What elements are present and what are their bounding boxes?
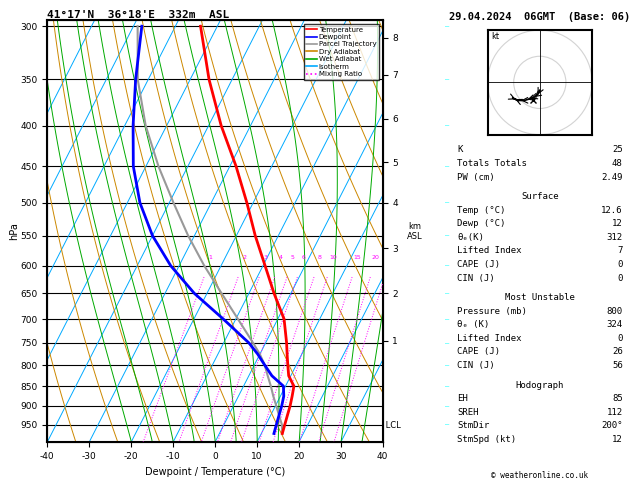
Text: 48: 48 — [612, 159, 623, 168]
Text: 29.04.2024  06GMT  (Base: 06): 29.04.2024 06GMT (Base: 06) — [449, 12, 629, 22]
Text: EH: EH — [457, 394, 468, 403]
Text: 5: 5 — [291, 255, 295, 260]
Y-axis label: km
ASL: km ASL — [407, 222, 423, 241]
Text: 800: 800 — [606, 307, 623, 316]
Text: 10: 10 — [329, 255, 337, 260]
Text: —: — — [445, 291, 450, 296]
Y-axis label: hPa: hPa — [9, 223, 19, 240]
Text: 312: 312 — [606, 233, 623, 242]
Text: 12.6: 12.6 — [601, 206, 623, 215]
Text: —: — — [445, 76, 450, 83]
Text: —: — — [445, 362, 450, 368]
Text: CAPE (J): CAPE (J) — [457, 347, 500, 357]
Text: 0: 0 — [617, 274, 623, 283]
Text: —: — — [445, 340, 450, 346]
Text: —: — — [445, 403, 450, 409]
Text: 6: 6 — [301, 255, 305, 260]
Text: Hodograph: Hodograph — [516, 381, 564, 390]
Text: Most Unstable: Most Unstable — [505, 293, 575, 302]
Text: 20: 20 — [372, 255, 380, 260]
Text: —: — — [445, 23, 450, 29]
Text: —: — — [445, 200, 450, 206]
Text: CAPE (J): CAPE (J) — [457, 260, 500, 269]
Text: StmSpd (kt): StmSpd (kt) — [457, 435, 516, 444]
Text: Dewp (°C): Dewp (°C) — [457, 219, 505, 228]
Text: —: — — [445, 122, 450, 129]
Text: CIN (J): CIN (J) — [457, 361, 494, 370]
Text: θₑ (K): θₑ (K) — [457, 320, 489, 330]
Text: 2.49: 2.49 — [601, 173, 623, 182]
Text: CIN (J): CIN (J) — [457, 274, 494, 283]
Text: 41°17'N  36°18'E  332m  ASL: 41°17'N 36°18'E 332m ASL — [47, 10, 230, 19]
Text: Temp (°C): Temp (°C) — [457, 206, 505, 215]
Text: Pressure (mb): Pressure (mb) — [457, 307, 527, 316]
Text: —: — — [445, 233, 450, 239]
Text: 4: 4 — [279, 255, 282, 260]
Text: 2: 2 — [242, 255, 247, 260]
Text: —: — — [445, 316, 450, 322]
Text: Surface: Surface — [521, 192, 559, 201]
Text: —: — — [445, 383, 450, 389]
Text: θₑ(K): θₑ(K) — [457, 233, 484, 242]
Text: 8: 8 — [318, 255, 322, 260]
Text: SREH: SREH — [457, 408, 479, 417]
Text: 7: 7 — [617, 246, 623, 256]
Text: 324: 324 — [606, 320, 623, 330]
Text: Lifted Index: Lifted Index — [457, 246, 521, 256]
Text: —: — — [445, 263, 450, 269]
Text: Totals Totals: Totals Totals — [457, 159, 527, 168]
Text: 3: 3 — [264, 255, 267, 260]
Text: 0: 0 — [617, 334, 623, 343]
Text: 12: 12 — [612, 219, 623, 228]
Text: 1: 1 — [208, 255, 213, 260]
Text: © weatheronline.co.uk: © weatheronline.co.uk — [491, 471, 588, 480]
Text: 56: 56 — [612, 361, 623, 370]
Text: 0: 0 — [617, 260, 623, 269]
Text: 15: 15 — [353, 255, 362, 260]
Text: StmDir: StmDir — [457, 421, 489, 431]
Text: LCL: LCL — [382, 421, 401, 430]
X-axis label: Dewpoint / Temperature (°C): Dewpoint / Temperature (°C) — [145, 467, 285, 477]
Text: —: — — [445, 421, 450, 428]
Text: PW (cm): PW (cm) — [457, 173, 494, 182]
Text: kt: kt — [491, 32, 499, 41]
Text: Lifted Index: Lifted Index — [457, 334, 521, 343]
Text: 200°: 200° — [601, 421, 623, 431]
Text: 12: 12 — [612, 435, 623, 444]
Text: 85: 85 — [612, 394, 623, 403]
Legend: Temperature, Dewpoint, Parcel Trajectory, Dry Adiabat, Wet Adiabat, Isotherm, Mi: Temperature, Dewpoint, Parcel Trajectory… — [304, 24, 379, 80]
Text: 26: 26 — [612, 347, 623, 357]
Text: 25: 25 — [612, 145, 623, 155]
Text: K: K — [457, 145, 462, 155]
Text: 112: 112 — [606, 408, 623, 417]
Text: —: — — [445, 163, 450, 169]
